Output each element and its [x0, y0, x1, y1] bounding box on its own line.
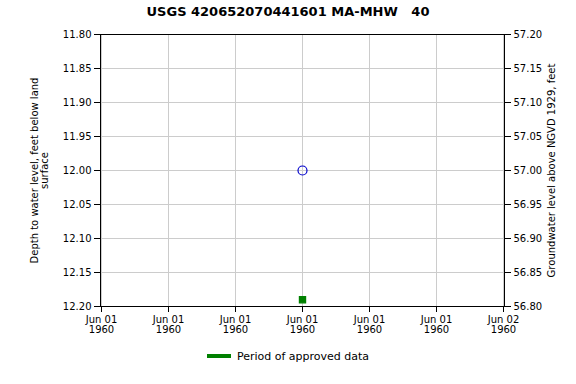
svg-text:Jun 011960: Jun 011960 [219, 314, 252, 335]
svg-text:11.95: 11.95 [63, 131, 92, 142]
svg-text:57.10: 57.10 [514, 97, 543, 108]
svg-text:Groundwater level above NGVD 1: Groundwater level above NGVD 1929, feet [546, 64, 557, 278]
svg-text:11.80: 11.80 [63, 29, 92, 40]
svg-text:57.20: 57.20 [514, 29, 543, 40]
html-text:Period of approved data: Period of approved data [236, 349, 370, 363]
svg-text:Jun 011960: Jun 011960 [286, 314, 319, 335]
svg-text:Jun 011960: Jun 011960 [85, 314, 118, 335]
svg-text:12.10: 12.10 [63, 233, 92, 244]
svg-text:56.95: 56.95 [514, 199, 543, 210]
svg-text:12.15: 12.15 [63, 267, 92, 278]
svg-text:Jun 011960: Jun 011960 [152, 314, 185, 335]
svg-text:56.85: 56.85 [514, 267, 543, 278]
svg-text:56.90: 56.90 [514, 233, 543, 244]
svg-text:Jun 021960: Jun 021960 [487, 314, 520, 335]
svg-text:56.80: 56.80 [514, 301, 543, 312]
svg-text:Jun 011960: Jun 011960 [420, 314, 453, 335]
svg-text:57.15: 57.15 [514, 63, 543, 74]
svg-text:Jun 011960: Jun 011960 [353, 314, 386, 335]
svg-text:11.85: 11.85 [63, 63, 92, 74]
svg-text:Depth to water level, feet bel: Depth to water level, feet below landsur… [29, 78, 50, 264]
svg-text:57.00: 57.00 [514, 165, 543, 176]
svg-text:57.05: 57.05 [514, 131, 543, 142]
html-text:USGS 420652070441601 MA-MHW 40: USGS 420652070441601 MA-MHW 40 [146, 4, 430, 19]
svg-text:12.00: 12.00 [63, 165, 92, 176]
svg-text:12.05: 12.05 [63, 199, 92, 210]
svg-text:12.20: 12.20 [63, 301, 92, 312]
svg-text:11.90: 11.90 [63, 97, 92, 108]
